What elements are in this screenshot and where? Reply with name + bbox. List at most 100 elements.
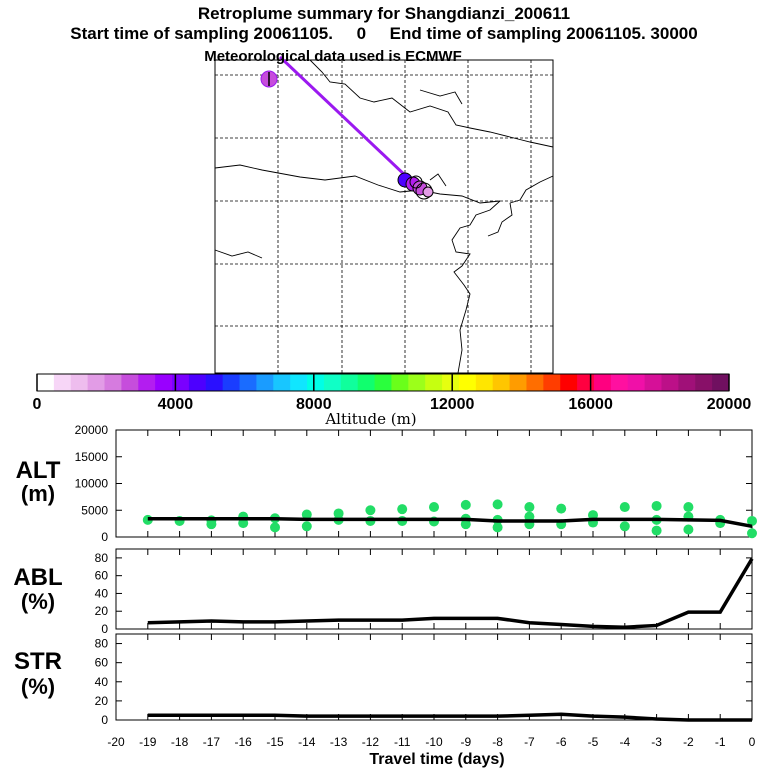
x-tick-label: -6 <box>556 735 567 749</box>
colorbar-swatch <box>70 374 89 391</box>
colorbar-tick-label: 16000 <box>568 396 613 413</box>
y-tick-label: 20000 <box>75 423 109 437</box>
y-tick-label: 20 <box>95 604 109 618</box>
colorbar-tick-label: 12000 <box>430 396 475 413</box>
x-tick-label: -16 <box>235 735 253 749</box>
x-tick-label: 0 <box>749 735 756 749</box>
colorbar-swatch <box>475 374 494 391</box>
colorbar-swatch <box>627 374 646 391</box>
colorbar-swatch <box>188 374 207 391</box>
panel-frame <box>115 633 753 721</box>
x-tick-labels: -20 -19 -18 -17 -16 -15 -14 -13 -12 -11 -10 -9 -8 -7-… <box>107 735 755 749</box>
x-tick-label: -5 <box>588 735 599 749</box>
colorbar-swatch <box>340 374 359 391</box>
colorbar-swatch <box>526 374 544 391</box>
altitude-point <box>270 522 280 533</box>
str-panel-unit: (%) <box>21 674 55 699</box>
met-data-note: Meteorological data used is ECMWF <box>204 48 462 65</box>
y-tick-label: 0 <box>101 713 108 727</box>
x-tick-label: -9 <box>460 735 471 749</box>
receptor-cluster-marker <box>397 172 434 200</box>
altitude-point <box>301 521 312 532</box>
colorbar-swatch <box>374 374 392 391</box>
x-tick-label: -3 <box>651 735 662 749</box>
x-tick-label: -19 <box>139 735 157 749</box>
colorbar-swatch <box>577 374 595 391</box>
y-tick-label: 15000 <box>75 450 109 464</box>
x-tick-label: -15 <box>266 735 284 749</box>
colorbar-swatch <box>492 374 511 391</box>
series-line-alt <box>147 517 753 529</box>
colorbar-swatch <box>222 374 241 391</box>
colorbar-swatch <box>239 374 257 391</box>
x-axis-label: Travel time (days) <box>369 751 504 768</box>
altitude-point <box>747 528 757 539</box>
altitude-point <box>619 521 630 532</box>
colorbar-swatch <box>53 374 72 391</box>
series-line-abl <box>147 557 754 629</box>
map-gridlines <box>215 60 553 373</box>
y-tick-label: 80 <box>95 551 109 565</box>
panel-alt: 0 5000 10000 15000 20000 <box>75 423 757 544</box>
altitude-point <box>747 515 757 526</box>
colorbar-swatch <box>357 374 376 391</box>
colorbar-tick-label: 8000 <box>296 396 332 413</box>
colorbar-swatch <box>695 374 713 391</box>
x-tick-label: -1 <box>715 735 726 749</box>
y-tick-label: 10000 <box>75 477 109 491</box>
y-tick-label: 5000 <box>81 503 108 517</box>
altitude-point <box>365 505 376 516</box>
x-tick-label: -18 <box>171 735 189 749</box>
altitude-point <box>460 519 471 530</box>
colorbar-tick-label: 20000 <box>707 396 752 413</box>
colorbar-swatch <box>678 374 696 391</box>
colorbar-swatch <box>593 374 612 391</box>
colorbar-swatch <box>155 374 173 391</box>
altitude-colorbar <box>36 373 730 392</box>
x-tick-label: -14 <box>298 735 316 749</box>
colorbar-swatch <box>273 374 291 391</box>
altitude-point <box>524 511 535 522</box>
trajectory-path <box>278 55 410 180</box>
y-tick-label: 40 <box>95 675 109 689</box>
altitude-point <box>397 504 408 515</box>
colorbar-label: Altitude (m) <box>324 410 416 428</box>
altitude-point <box>683 502 694 513</box>
colorbar-swatch <box>307 374 325 391</box>
altitude-point <box>556 503 567 514</box>
colorbar-swatch <box>408 374 426 391</box>
x-tick-label: -12 <box>362 735 380 749</box>
colorbar-swatch <box>256 374 274 391</box>
x-tick-label: -4 <box>619 735 630 749</box>
colorbar-swatch <box>323 374 342 391</box>
str-panel-label: STR <box>14 648 62 675</box>
x-tick-label: -10 <box>425 735 443 749</box>
colorbar-swatch <box>172 374 190 391</box>
series-line-str <box>147 712 752 722</box>
y-tick-label: 0 <box>101 622 108 636</box>
panel-abl: 0 20 40 60 80 <box>95 548 754 636</box>
x-tick-label: -7 <box>524 735 535 749</box>
alt-panel-label: ALT <box>16 457 61 484</box>
colorbar-swatch <box>87 374 106 391</box>
colorbar-swatch <box>712 374 730 391</box>
altitude-point <box>651 525 662 536</box>
colorbar-swatch <box>560 374 578 391</box>
abl-panel-unit: (%) <box>21 589 55 614</box>
map-panel: Meteorological data used is ECMWF <box>204 48 554 374</box>
x-tick-label: -2 <box>683 735 694 749</box>
map-coastlines <box>214 59 554 374</box>
colorbar-swatch <box>442 374 460 391</box>
x-tick-label: -17 <box>203 735 221 749</box>
altitude-point <box>492 522 503 533</box>
y-tick-label: 80 <box>95 637 109 651</box>
altitude-point <box>429 502 439 513</box>
alt-panel-unit: (m) <box>21 481 55 506</box>
altitude-point <box>301 509 312 520</box>
altitude-point <box>492 499 503 510</box>
y-tick-label: 20 <box>95 694 109 708</box>
y-tick-label: 60 <box>95 569 109 583</box>
colorbar-swatch <box>610 374 629 391</box>
colorbar-swatch <box>138 374 156 391</box>
